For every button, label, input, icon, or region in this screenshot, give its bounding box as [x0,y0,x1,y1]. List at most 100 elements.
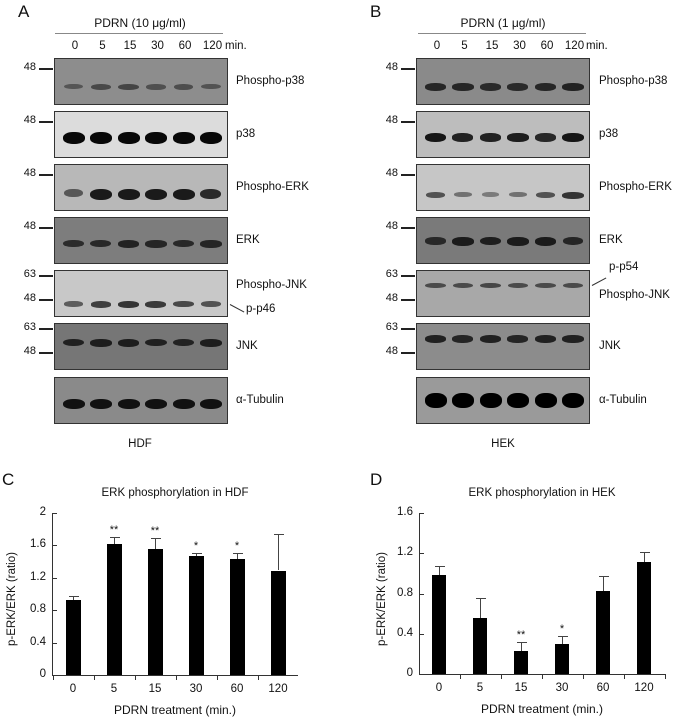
y-axis [52,513,53,675]
blot-label: Phospho-ERK [599,180,672,193]
protein-band [145,131,167,144]
error-bar-cap [640,552,650,554]
blot-label: ERK [599,233,623,246]
error-bar [480,597,481,618]
y-tick [52,642,57,644]
chart-title: ERK phosphorylation in HDF [101,487,249,499]
significance-marker: * [234,539,240,552]
blot-label: Phospho-p38 [236,74,305,87]
x-tick-label: 0 [69,683,77,695]
y-tick [419,633,424,635]
protein-band [452,237,474,246]
mw-marker-tick [39,327,53,330]
error-bar [155,538,156,550]
protein-band [507,83,529,91]
panel-b-blot-phospho-erk [416,164,590,211]
protein-band [425,192,446,198]
x-tick [52,675,54,680]
significance-marker: ** [150,525,160,538]
panel-b-time-unit: min. [586,40,608,52]
protein-band [90,131,112,144]
protein-band [535,283,556,289]
band-annotation-p-p54: p-p54 [609,261,639,273]
blot-label: Phospho-p38 [599,74,668,87]
panel-a-treatment-line [55,33,223,34]
x-tick-label: 15 [514,682,528,694]
y-tick [419,513,424,514]
protein-band [90,188,112,200]
blot-label: JNK [599,339,621,352]
y-tick [419,593,424,595]
x-tick-label: 5 [110,683,118,695]
protein-band [172,131,195,144]
protein-band [454,192,472,198]
panel-a-time-unit: min. [225,40,247,52]
protein-band [201,301,221,308]
protein-band [90,301,112,308]
y-tick [52,513,57,514]
panel-b-blot-phospho-jnk [416,270,590,317]
error-bar [439,566,440,576]
y-tick [419,553,424,555]
x-tick [257,675,259,680]
panel-b-treatment-line [418,33,586,34]
protein-band [200,188,222,199]
panel-a-treatment: PDRN (10 μg/ml) [94,16,186,30]
protein-band [562,133,584,143]
protein-band [64,301,83,307]
protein-band [172,188,195,200]
significance-marker: ** [516,628,526,641]
panel-b-timepoint-120: 120 [564,40,585,52]
panel-a-timepoint-0: 0 [71,40,79,52]
x-tick [541,674,543,679]
band-annotation-p-p46: p-p46 [246,302,276,315]
protein-band [173,83,194,90]
protein-band [507,133,529,142]
x-axis [52,675,298,676]
protein-band [452,393,474,409]
error-bar [196,552,197,556]
panel-a-cell-line: HDF [128,438,152,450]
panel-a-blot-phospho-p38 [54,58,228,105]
y-tick-label: 2 [39,506,46,518]
protein-band [62,398,85,409]
x-tick-label: 5 [476,682,484,694]
y-tick-label: 0.4 [397,626,413,639]
protein-band [117,398,140,409]
x-tick-label: 15 [148,683,162,695]
blot-label: α-Tubulin [236,393,284,406]
mw-marker-48: 48 [385,220,398,233]
panel-a-blot--tubulin [54,377,228,424]
blot-label: p38 [599,127,619,140]
protein-band [479,83,501,91]
error-bar-cap [69,596,79,598]
mw-marker-tick [401,327,415,330]
protein-band [452,283,473,289]
x-tick-label: 30 [555,682,569,694]
protein-band [562,335,584,343]
x-axis-label: PDRN treatment (min.) [480,702,604,716]
panel-b-timepoint-60: 60 [540,40,554,52]
bar-0 [432,575,446,674]
panel-b-blot-jnk [416,323,590,370]
x-tick [500,674,502,679]
x-tick [459,674,461,679]
mw-marker-48: 48 [23,220,36,233]
mw-marker-tick [401,299,415,302]
mw-marker-48: 48 [23,114,36,127]
protein-band [424,393,447,409]
error-bar-cap [192,552,202,554]
protein-band [117,131,140,144]
band-annotation-leader [591,277,607,286]
protein-band [479,237,501,246]
y-tick-label: 0.4 [30,635,46,648]
blot-label: ERK [236,233,260,246]
bar-15 [514,650,528,674]
protein-band [507,237,529,246]
significance-marker: * [559,622,565,635]
bar-120 [270,570,286,675]
protein-band [479,393,502,409]
y-tick-label: 1.6 [397,506,413,518]
protein-band [507,283,528,289]
error-bar [73,596,74,600]
